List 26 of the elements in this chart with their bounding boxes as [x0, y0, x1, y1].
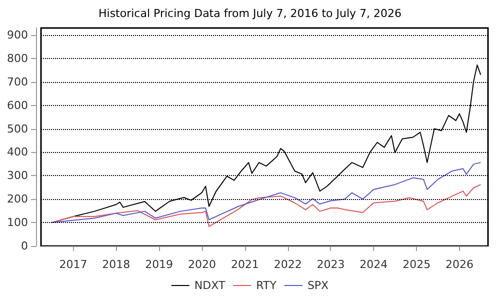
y-tick-label: 400	[7, 146, 28, 159]
legend-label: NDXT	[194, 279, 226, 292]
y-tick-label: 100	[7, 216, 28, 230]
x-tick-label: 2021	[230, 258, 259, 271]
y-tick-label: 0	[21, 240, 28, 252]
y-tick-label: 600	[7, 98, 28, 112]
x-tick-label: 2023	[316, 258, 345, 271]
line-series	[51, 162, 482, 224]
x-tick-label: 2022	[274, 258, 302, 271]
x-tick-label: 2018	[102, 258, 130, 271]
x-tick-label: 2026	[445, 258, 474, 271]
x-tick-label: 2024	[360, 258, 388, 271]
x-tick-label: 2025	[402, 258, 431, 271]
x-tick-label: 2020	[188, 258, 216, 271]
x-tick-label: 2017	[59, 258, 88, 271]
legend-label: SPX	[307, 279, 330, 292]
y-tick-label: 800	[7, 52, 28, 65]
chart-title: Historical Pricing Data from July 7, 2016 to July 7, 2026	[98, 7, 402, 20]
x-tick-label: 2019	[145, 258, 174, 271]
legend-label: RTY	[256, 279, 277, 292]
y-tick-label: 900	[7, 28, 28, 42]
line-series	[51, 184, 482, 228]
y-tick-label: 500	[7, 122, 28, 136]
y-tick-label: 200	[7, 192, 28, 206]
y-tick-label: 700	[7, 75, 28, 88]
y-tick-label: 300	[7, 169, 28, 182]
